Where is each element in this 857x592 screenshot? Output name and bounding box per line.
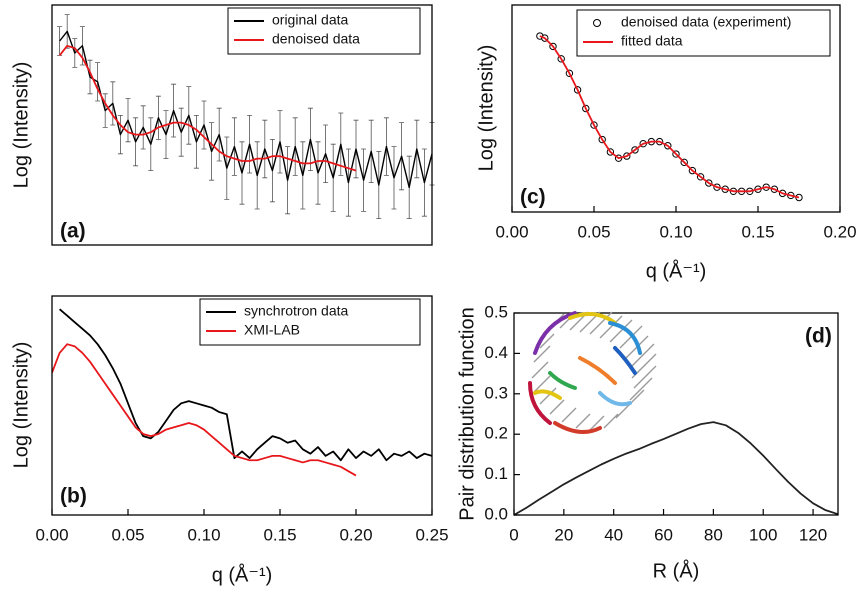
y-tick-label: 0.5 <box>484 302 508 321</box>
inset-ribbons <box>528 311 642 434</box>
x-tick-label: 0.25 <box>415 525 448 544</box>
plot-frame <box>511 4 841 213</box>
series-line <box>513 421 839 516</box>
series-line <box>51 343 357 477</box>
plot-frame <box>51 4 433 246</box>
x-tick-label: 60 <box>654 525 673 544</box>
x-tick-label: 0.05 <box>111 525 144 544</box>
inset-structure <box>528 311 657 434</box>
x-tick-label: 0.10 <box>187 525 220 544</box>
y-axis-title: Log (Intensity) <box>10 342 32 469</box>
y-axis-title: Pair distribution function <box>456 307 478 520</box>
legend-box <box>576 9 831 57</box>
series-line <box>59 308 433 462</box>
series-line <box>539 35 800 199</box>
panel-label: (d) <box>805 325 832 348</box>
x-tick-label: 40 <box>604 525 623 544</box>
x-tick-label: 80 <box>704 525 723 544</box>
legend-label: XMI-LAB <box>244 322 300 338</box>
x-tick-label: 0.00 <box>495 222 528 241</box>
plot-frame <box>513 312 839 516</box>
legend-label: original data <box>272 12 348 28</box>
legend-box <box>227 7 421 55</box>
x-tick-label: 0.20 <box>823 222 856 241</box>
y-axis-title: Log (Intensity) <box>10 62 32 189</box>
x-tick-label: 0.20 <box>339 525 372 544</box>
x-tick-label: 0.10 <box>659 222 692 241</box>
x-tick-label: 0.15 <box>263 525 296 544</box>
legend-box <box>199 298 421 346</box>
x-tick-label: 120 <box>799 525 827 544</box>
y-tick-label: 0.4 <box>484 343 508 362</box>
x-tick-label: 100 <box>749 525 777 544</box>
y-tick-label: 0.0 <box>484 504 508 523</box>
legend-label: synchrotron data <box>244 303 348 319</box>
y-tick-label: 0.2 <box>484 424 508 443</box>
plot-frame <box>51 295 433 516</box>
legend-label: denoised data (experiment) <box>621 14 791 30</box>
x-tick-label: 20 <box>554 525 573 544</box>
panel-label: (c) <box>520 186 546 209</box>
x-tick-label: 0.05 <box>577 222 610 241</box>
x-axis-title: R (Å) <box>653 559 700 582</box>
legend-label: fitted data <box>621 33 683 49</box>
x-tick-label: 0.15 <box>741 222 774 241</box>
y-tick-label: 0.1 <box>484 464 508 483</box>
y-tick-label: 0.3 <box>484 383 508 402</box>
x-axis-title: q (Å⁻¹) <box>646 259 707 282</box>
series-line <box>59 30 433 189</box>
x-tick-label: 0 <box>509 525 518 544</box>
x-tick-label: 0.00 <box>35 525 68 544</box>
panel-label: (b) <box>60 485 87 508</box>
panel-label: (a) <box>60 220 86 243</box>
legend-marker <box>593 19 601 27</box>
y-axis-title: Log (Intensity) <box>475 45 497 172</box>
legend-label: denoised data <box>272 31 360 47</box>
series-line <box>58 44 357 172</box>
x-axis-title: q (Å⁻¹) <box>212 563 273 586</box>
